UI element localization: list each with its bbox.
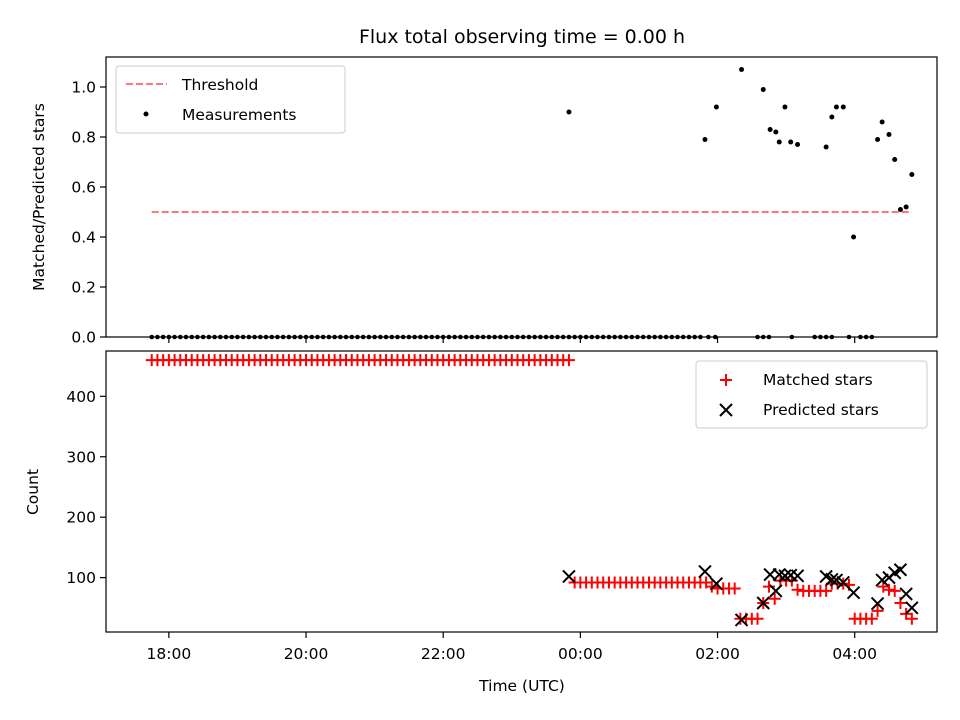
predicted-star-point — [870, 596, 885, 611]
predicted-star-point — [846, 586, 861, 600]
measurement-point — [776, 139, 782, 145]
bottom-xlabel: Time (UTC) — [478, 677, 565, 695]
matched-star-point — [768, 592, 781, 605]
top-y-tick-label: 1.0 — [71, 79, 96, 97]
matched-star-point — [820, 584, 833, 597]
measurement-point — [851, 234, 857, 240]
bottom-x-ticks: 18:00 20:00 22:00 00:00 02:00 04:00 — [147, 632, 877, 663]
bottom-y-tick-label: 300 — [66, 448, 96, 466]
matched-star-point — [882, 583, 895, 596]
predicted-star-point — [790, 569, 805, 583]
matched-star-point — [705, 580, 718, 593]
legend-matched-swatch — [720, 374, 732, 386]
matched-star-point — [905, 612, 918, 625]
bottom-y-tick-label: 400 — [66, 388, 96, 406]
measurement-point — [892, 157, 898, 162]
measurement-points — [566, 67, 915, 240]
predicted-star-point — [778, 569, 792, 583]
top-y-tick-label: 0.2 — [71, 279, 96, 297]
top-ylabel: Matched/Predicted stars — [30, 103, 48, 291]
predicted-star-point — [893, 563, 908, 577]
top-axes: Flux total observing time = 0.00 h Match… — [30, 26, 938, 347]
matched-star-point — [751, 612, 764, 625]
bottom-legend-box — [695, 360, 928, 429]
predicted-star-point — [756, 596, 770, 610]
bottom-y-tick-label: 200 — [66, 509, 96, 527]
matched-star-point — [728, 582, 741, 595]
measurement-point — [829, 114, 835, 120]
bottom-axes: Count Time (UTC) 100 200 300 400 18:00 20:00… — [24, 350, 938, 695]
measurement-point — [702, 137, 708, 142]
top-title: Flux total observing time = 0.00 h — [359, 26, 685, 48]
measurement-point — [782, 104, 788, 110]
bottom-x-tick-label: 20:00 — [284, 645, 329, 663]
measurement-point — [833, 104, 839, 110]
bottom-y-ticks: 100 200 300 400 — [66, 388, 106, 587]
bottom-x-tick-label: 18:00 — [147, 645, 192, 663]
measurement-point — [897, 207, 903, 212]
measurement-point — [566, 109, 572, 115]
top-y-tick-label: 0.0 — [71, 329, 96, 347]
bottom-x-tick-label: 04:00 — [832, 645, 877, 663]
bottom-ylabel: Count — [24, 469, 42, 515]
top-y-tick-label: 0.4 — [71, 229, 96, 247]
bottom-axes-frame — [105, 350, 938, 633]
predicted-star-point — [836, 575, 850, 590]
measurement-point — [823, 144, 829, 150]
legend-predicted-swatch — [719, 403, 733, 417]
bottom-y-tick-label: 100 — [66, 569, 96, 587]
bottom-legend: Matched stars Predicted stars — [695, 360, 928, 429]
top-axes-frame — [105, 56, 938, 338]
top-y-tick-label: 0.6 — [71, 179, 96, 197]
predicted-star-point — [825, 572, 839, 587]
bottom-x-tick-label: 22:00 — [421, 645, 466, 663]
legend-threshold-label: Threshold — [181, 76, 258, 94]
measurement-point — [773, 129, 779, 135]
matched-star-point — [762, 580, 775, 593]
top-y-ticks: 0.0 0.2 0.4 0.6 0.8 1.0 — [71, 79, 106, 347]
matched-star-point — [791, 583, 804, 596]
top-y-tick-label: 0.8 — [71, 129, 96, 147]
measurement-point — [875, 137, 881, 142]
predicted-stars-points — [562, 563, 919, 627]
predicted-star-point — [734, 613, 749, 627]
bottom-x-tick-label: 02:00 — [695, 645, 740, 663]
matched-star-point — [871, 604, 884, 617]
predicted-star-point — [899, 587, 913, 601]
predicted-star-point — [905, 601, 919, 615]
measurement-point — [739, 67, 745, 72]
top-legend-box — [115, 65, 346, 134]
measurement-point — [903, 204, 909, 210]
predicted-star-point — [562, 569, 576, 584]
measurement-point — [886, 132, 892, 137]
legend-matched-label: Matched stars — [763, 371, 873, 389]
predicted-star-point — [709, 576, 724, 591]
measurement-point — [795, 142, 801, 147]
matched-star-point — [562, 354, 575, 367]
measurement-point — [767, 127, 773, 132]
predicted-star-point — [769, 584, 783, 598]
measurement-point — [760, 87, 766, 92]
measurement-point — [909, 172, 915, 177]
legend-measurements-label: Measurements — [182, 106, 297, 124]
measurement-point — [788, 139, 794, 145]
matched-star-point — [865, 612, 878, 625]
measurement-point — [713, 104, 719, 110]
matched-star-point — [888, 584, 901, 597]
measurement-point — [879, 119, 885, 125]
legend-predicted-label: Predicted stars — [763, 401, 879, 419]
bottom-x-tick-label: 00:00 — [558, 645, 603, 663]
predicted-star-point — [698, 564, 712, 579]
top-legend: Threshold Measurements — [115, 65, 346, 134]
measurement-point — [840, 104, 846, 110]
legend-measurements-swatch — [143, 111, 149, 117]
